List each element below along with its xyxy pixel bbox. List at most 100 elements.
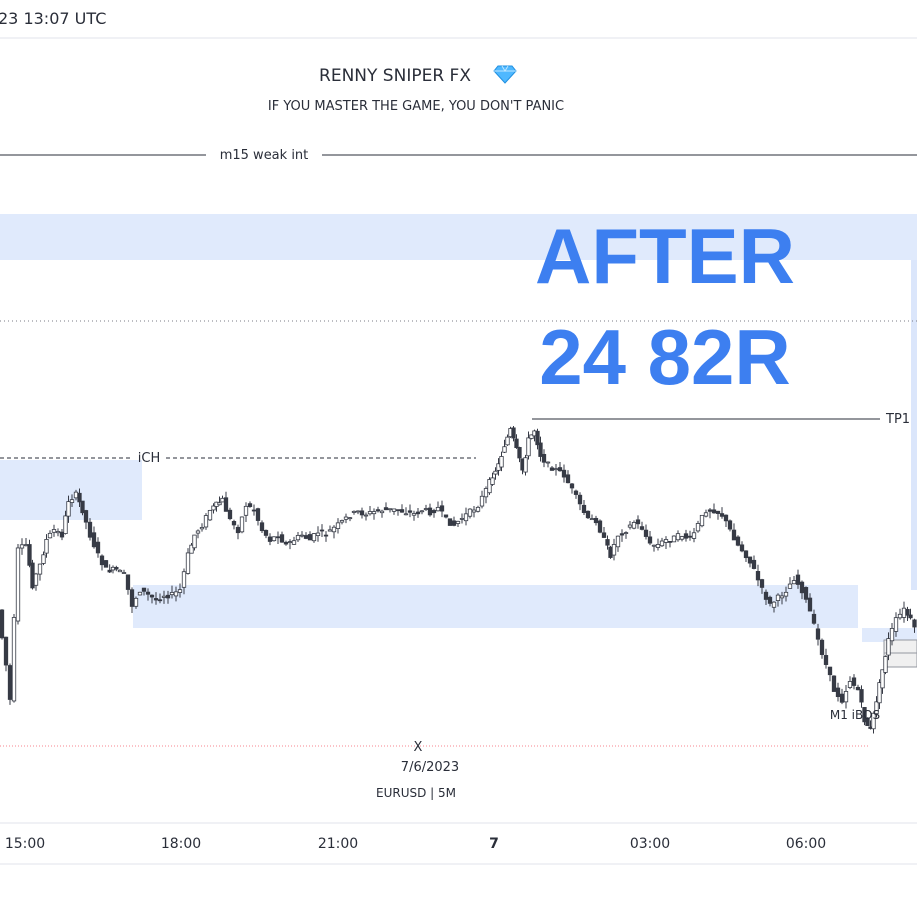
candle-body <box>367 511 373 515</box>
tp1-label: TP1 <box>885 412 910 427</box>
candle-body <box>557 467 563 472</box>
diamond-icon <box>493 65 517 84</box>
candle-body <box>87 521 93 538</box>
candle-body <box>823 655 829 665</box>
candle-body <box>707 509 713 512</box>
watermark-title: RENNY SNIPER FX <box>319 66 471 86</box>
candle-body <box>55 531 61 534</box>
candle-body <box>871 712 876 730</box>
candle-body <box>727 520 733 530</box>
candle-body <box>199 527 205 530</box>
candle-body <box>181 571 187 588</box>
candle-body <box>399 509 405 513</box>
candle-body <box>30 562 35 589</box>
candle-body <box>663 539 669 543</box>
candle-body <box>295 535 301 541</box>
candle-body <box>153 598 159 601</box>
candle-body <box>435 506 441 512</box>
candle-body <box>807 597 813 612</box>
header-timestamp: 23 13:07 UTC <box>0 9 106 28</box>
candle-body <box>751 559 757 569</box>
candle-body <box>615 535 621 548</box>
candle-body <box>901 607 907 618</box>
candle-body <box>490 477 495 485</box>
candle-body <box>231 520 237 526</box>
candle-body <box>327 529 333 532</box>
candle-body <box>514 438 519 449</box>
candle-body <box>11 617 17 702</box>
overlay-r: 24 82R <box>539 313 791 401</box>
candle-body <box>303 535 309 539</box>
candle-body <box>395 509 401 512</box>
candle-body <box>843 691 849 703</box>
candle-body <box>407 510 413 513</box>
candle-body <box>51 529 57 533</box>
candle-body <box>331 526 337 533</box>
candle-body <box>799 581 805 594</box>
candle-body <box>195 530 201 534</box>
candle-body <box>667 541 673 543</box>
candle-body <box>33 573 39 586</box>
candle-body <box>699 514 705 527</box>
candle-body <box>161 595 167 598</box>
candle-body <box>647 536 653 544</box>
candle-body <box>471 509 477 513</box>
candle-body <box>897 613 903 619</box>
candle-body <box>217 502 222 506</box>
candle-body <box>463 513 469 522</box>
candle-body <box>271 536 277 542</box>
candle-body <box>569 483 575 489</box>
candle-body <box>493 470 498 475</box>
candle-body <box>177 589 183 593</box>
candle-body <box>107 569 112 573</box>
candle-body <box>827 666 833 676</box>
candle-body <box>251 509 257 512</box>
candle-body <box>223 497 229 512</box>
candle-body <box>335 522 341 529</box>
candle-body <box>431 510 437 514</box>
candle-body <box>581 504 587 513</box>
candle-body <box>47 532 53 539</box>
candle-body <box>791 580 797 585</box>
candle-body <box>715 510 721 514</box>
time-axis[interactable]: 15:00 18:00 21:00 7 03:00 06:00 <box>5 836 826 852</box>
candle-body <box>611 544 617 556</box>
candle-body <box>69 499 75 503</box>
candle-body <box>880 669 885 689</box>
ibos-label: M1 iBOS <box>830 708 880 722</box>
candle-body <box>207 510 213 521</box>
candle-body <box>247 503 253 508</box>
candle-body <box>73 491 79 499</box>
candle-body <box>759 579 765 588</box>
candle-body <box>855 686 861 691</box>
right-edge-bar <box>911 260 917 590</box>
candle-body <box>703 512 709 517</box>
candle-body <box>3 636 9 666</box>
candle-body <box>755 571 761 581</box>
candle-body <box>0 609 5 639</box>
candle-body <box>747 556 753 564</box>
candle-body <box>137 591 143 596</box>
candle-body <box>815 628 821 640</box>
candle-body <box>23 544 29 547</box>
candle-body <box>859 689 864 703</box>
candle-body <box>908 614 913 619</box>
candle-body <box>511 427 516 439</box>
candle-body <box>403 513 409 516</box>
candle-body <box>619 533 625 536</box>
candle-body <box>339 520 345 523</box>
candle-body <box>447 518 453 526</box>
candle-body <box>639 526 645 530</box>
candle-body <box>419 510 425 513</box>
candle-body <box>711 509 717 514</box>
candle-body <box>779 595 785 599</box>
candle-body <box>763 591 769 600</box>
candle-body <box>77 492 82 503</box>
candle-body <box>129 589 135 607</box>
candle-body <box>803 587 809 600</box>
candle-body <box>723 514 729 522</box>
x-tick-label: 03:00 <box>630 836 670 852</box>
candle-body <box>355 510 361 513</box>
candle-body <box>526 437 531 457</box>
